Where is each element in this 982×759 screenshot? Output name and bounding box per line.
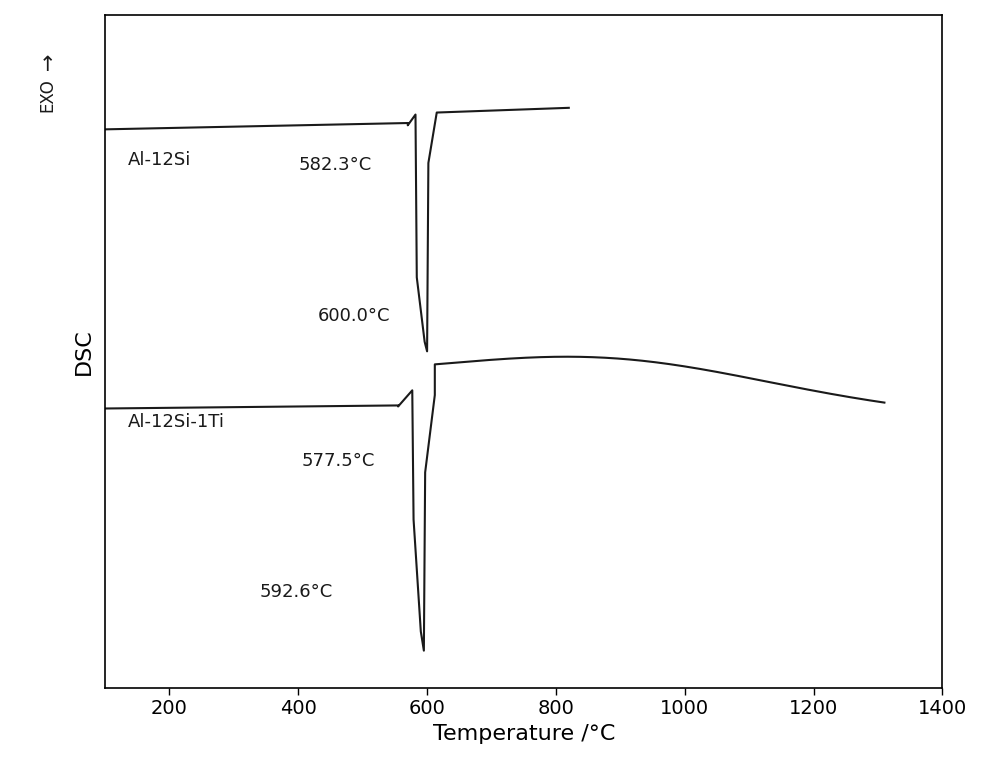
Text: 582.3°C: 582.3°C	[299, 156, 371, 174]
X-axis label: Temperature /°C: Temperature /°C	[432, 724, 615, 744]
Text: Al-12Si: Al-12Si	[128, 150, 191, 168]
Text: 600.0°C: 600.0°C	[317, 307, 390, 325]
Y-axis label: DSC: DSC	[74, 328, 94, 375]
Text: 577.5°C: 577.5°C	[301, 452, 375, 470]
Text: ↑: ↑	[38, 55, 56, 74]
Text: 592.6°C: 592.6°C	[259, 583, 333, 601]
Text: EXO: EXO	[38, 78, 56, 112]
Text: Al-12Si-1Ti: Al-12Si-1Ti	[128, 413, 225, 431]
